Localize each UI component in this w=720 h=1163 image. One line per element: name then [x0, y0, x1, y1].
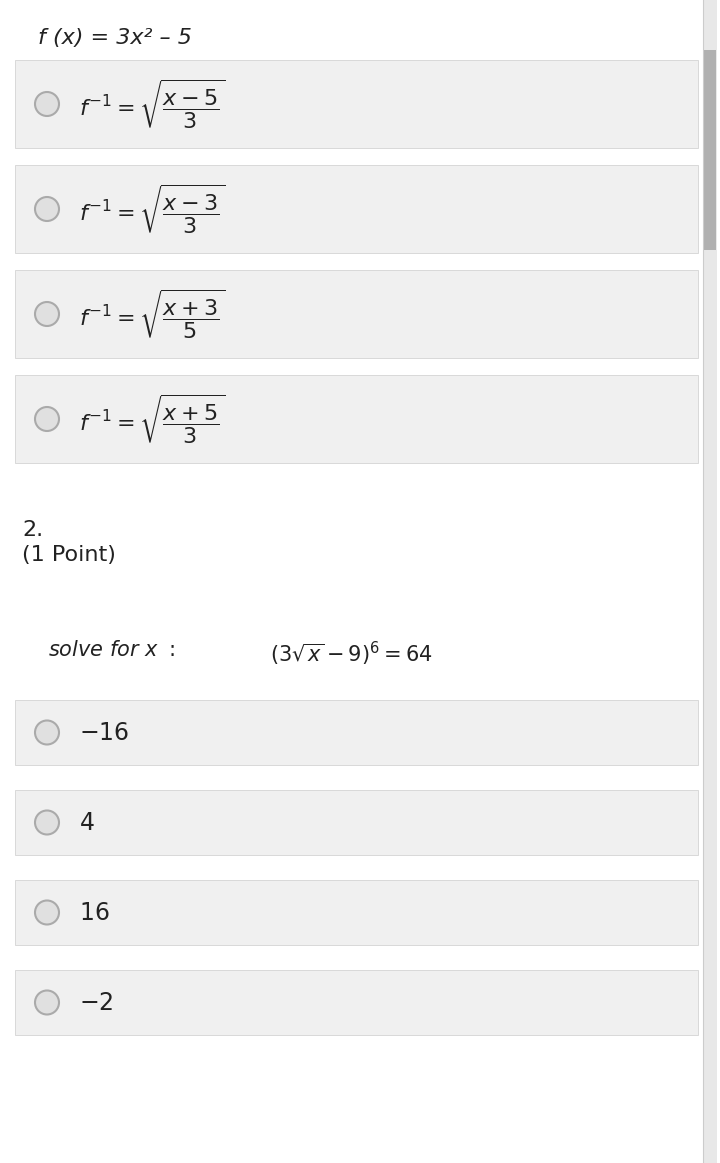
FancyBboxPatch shape — [15, 970, 698, 1035]
Text: $f^{-1} = \sqrt{\dfrac{x+5}{3}}$: $f^{-1} = \sqrt{\dfrac{x+5}{3}}$ — [79, 392, 225, 445]
FancyBboxPatch shape — [703, 0, 717, 1163]
Text: $f^{-1} = \sqrt{\dfrac{x+3}{5}}$: $f^{-1} = \sqrt{\dfrac{x+3}{5}}$ — [79, 287, 225, 341]
FancyBboxPatch shape — [15, 165, 698, 254]
Text: $f^{-1} = \sqrt{\dfrac{x-5}{3}}$: $f^{-1} = \sqrt{\dfrac{x-5}{3}}$ — [79, 77, 225, 130]
FancyBboxPatch shape — [15, 790, 698, 855]
Text: (1 Point): (1 Point) — [22, 545, 116, 565]
Text: $16$: $16$ — [79, 900, 109, 925]
Text: $\mathit{solve\ for}\ x\ :$: $\mathit{solve\ for}\ x\ :$ — [48, 640, 175, 659]
FancyBboxPatch shape — [15, 700, 698, 765]
Circle shape — [35, 197, 59, 221]
Circle shape — [35, 407, 59, 431]
FancyBboxPatch shape — [15, 374, 698, 463]
Circle shape — [35, 991, 59, 1014]
Text: $-16$: $-16$ — [79, 721, 130, 744]
FancyBboxPatch shape — [15, 270, 698, 358]
Text: $4$: $4$ — [79, 811, 94, 835]
Circle shape — [35, 900, 59, 925]
FancyBboxPatch shape — [704, 50, 716, 250]
Circle shape — [35, 92, 59, 116]
Circle shape — [35, 811, 59, 835]
Text: $-2$: $-2$ — [79, 991, 114, 1014]
FancyBboxPatch shape — [15, 60, 698, 148]
Text: $f^{-1} = \sqrt{\dfrac{x-3}{3}}$: $f^{-1} = \sqrt{\dfrac{x-3}{3}}$ — [79, 183, 225, 236]
Circle shape — [35, 302, 59, 326]
Text: $(3\sqrt{x} - 9)^{6} = 64$: $(3\sqrt{x} - 9)^{6} = 64$ — [270, 640, 433, 669]
Circle shape — [35, 721, 59, 744]
Text: 2.: 2. — [22, 520, 43, 540]
Text: f (x) = 3x² – 5: f (x) = 3x² – 5 — [38, 28, 192, 48]
FancyBboxPatch shape — [15, 880, 698, 946]
